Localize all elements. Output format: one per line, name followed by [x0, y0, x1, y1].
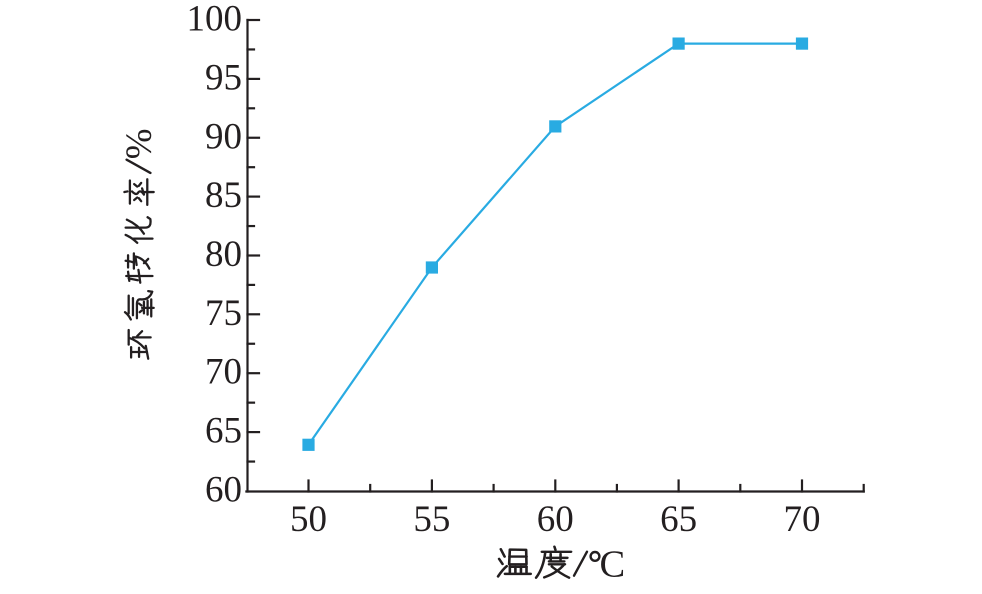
svg-text:%: %	[119, 128, 160, 159]
svg-text:85: 85	[205, 175, 242, 216]
svg-text:55: 55	[413, 499, 450, 540]
svg-text:C: C	[600, 544, 626, 586]
svg-text:90: 90	[205, 116, 242, 157]
svg-text:80: 80	[205, 234, 242, 275]
svg-text:60: 60	[205, 470, 242, 511]
svg-text:65: 65	[205, 411, 242, 452]
svg-text:65: 65	[660, 499, 697, 540]
svg-text:70: 70	[784, 499, 821, 540]
svg-text:70: 70	[205, 352, 242, 393]
svg-text:60: 60	[537, 499, 574, 540]
svg-text:75: 75	[205, 293, 242, 334]
svg-text:50: 50	[290, 499, 327, 540]
svg-text:100: 100	[187, 0, 243, 40]
svg-text:95: 95	[205, 57, 242, 98]
